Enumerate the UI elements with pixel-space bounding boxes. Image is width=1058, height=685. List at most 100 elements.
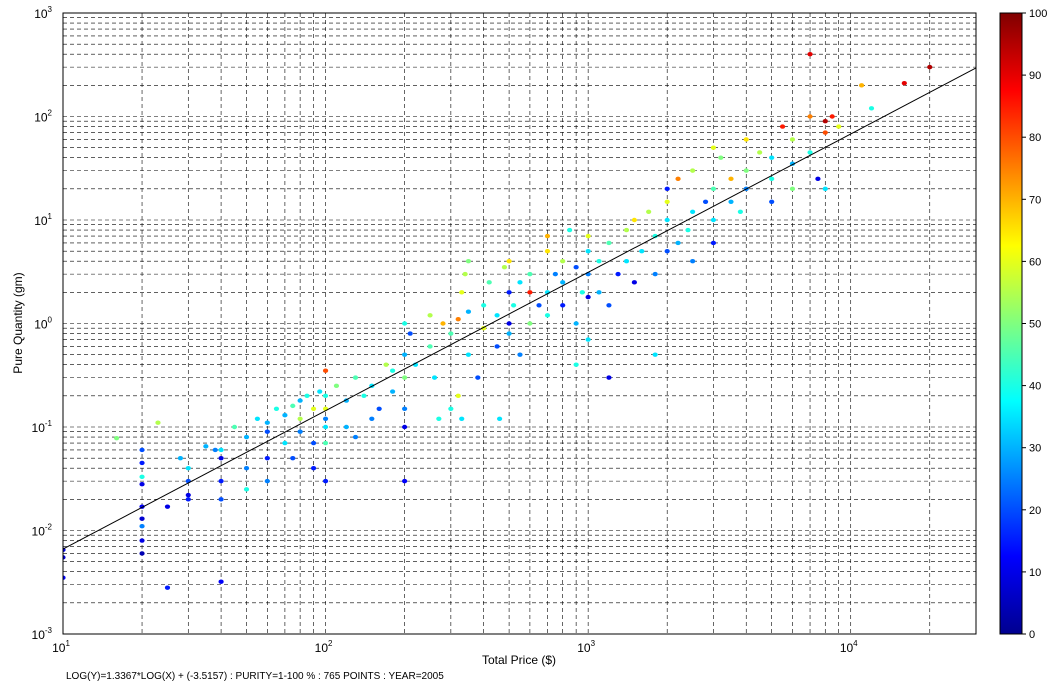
data-point — [517, 280, 523, 285]
data-point — [779, 124, 786, 129]
x-tick-label: 103 — [577, 639, 595, 655]
plot-frame — [62, 12, 977, 635]
data-point — [544, 313, 551, 318]
data-point — [264, 429, 270, 434]
data-point — [585, 248, 591, 254]
data-point — [448, 331, 454, 336]
data-point — [789, 161, 796, 166]
data-point — [510, 303, 517, 308]
data-point — [402, 424, 408, 430]
data-point — [506, 258, 512, 264]
data-point — [494, 344, 500, 349]
data-point — [901, 80, 907, 86]
colorbar-tick-label: 10 — [1029, 567, 1041, 579]
data-point — [536, 303, 542, 308]
data-point — [615, 271, 621, 277]
data-point — [596, 258, 602, 264]
data-point — [675, 240, 681, 246]
data-point — [494, 313, 500, 318]
data-point — [113, 435, 120, 441]
data-point — [501, 264, 508, 270]
data-point — [475, 375, 481, 380]
data-point — [552, 271, 558, 277]
data-point — [436, 416, 442, 422]
data-point — [63, 575, 66, 580]
data-point — [455, 393, 461, 399]
data-point — [675, 176, 681, 182]
data-point — [369, 416, 375, 422]
data-point — [789, 186, 796, 192]
data-point — [639, 248, 645, 254]
data-point — [822, 130, 828, 135]
data-point — [868, 106, 875, 111]
data-point — [139, 551, 145, 556]
data-point — [440, 321, 446, 326]
data-point — [710, 240, 717, 246]
data-point — [465, 258, 472, 264]
x-axis-label: Total Price ($) — [482, 653, 556, 667]
data-point — [139, 474, 145, 480]
data-point — [231, 424, 238, 430]
data-point — [310, 406, 317, 411]
y-tick-label: 102 — [34, 109, 52, 125]
data-point — [290, 403, 296, 409]
data-point — [427, 344, 433, 349]
data-point — [702, 199, 709, 204]
data-point — [718, 155, 724, 160]
data-point — [402, 406, 408, 411]
data-point — [218, 497, 224, 502]
data-point — [185, 497, 191, 502]
data-point — [573, 264, 579, 270]
data-point — [664, 186, 670, 192]
data-point — [646, 209, 652, 215]
footer-equation: LOG(Y)=1.3367*LOG(X) + (-3.5157) : PURIT… — [66, 671, 444, 682]
data-point — [743, 137, 749, 142]
data-point — [290, 455, 296, 461]
data-point — [402, 352, 408, 357]
data-point — [352, 375, 359, 380]
data-point — [486, 280, 492, 285]
data-point — [322, 368, 329, 373]
data-point — [652, 352, 658, 357]
data-point — [710, 145, 717, 150]
data-point — [139, 460, 145, 466]
data-point — [310, 440, 317, 446]
colorbar-ticks: 0 10 20 30 40 50 60 70 80 90 100 — [1022, 8, 1047, 641]
data-point — [177, 455, 184, 461]
data-point — [506, 321, 512, 326]
data-point — [664, 248, 670, 254]
fit-line — [63, 67, 976, 550]
data-point — [585, 294, 591, 300]
data-point — [297, 398, 303, 403]
data-point — [273, 406, 280, 411]
y-axis-label: Pure Quantity (gm) — [11, 272, 25, 373]
colorbar-tick-label: 90 — [1029, 70, 1041, 82]
data-point — [218, 478, 224, 484]
data-point — [297, 429, 303, 434]
data-point — [390, 368, 396, 373]
data-point — [573, 362, 579, 367]
data-point — [496, 416, 503, 422]
data-point — [343, 424, 349, 430]
y-tick-label: 10-3 — [32, 626, 53, 642]
data-point — [63, 555, 66, 560]
data-point — [465, 352, 472, 357]
data-point — [407, 331, 413, 336]
data-point — [322, 424, 329, 430]
data-point — [836, 124, 842, 129]
colorbar-tick-label: 40 — [1029, 381, 1041, 393]
data-point — [333, 383, 340, 389]
data-point — [710, 186, 717, 192]
colorbar-tick-label: 50 — [1029, 319, 1041, 331]
data-point — [218, 579, 224, 584]
data-point — [139, 516, 145, 521]
data-point — [282, 413, 288, 418]
y-tick-labels: 10-3 10-2 10-1 100 101 102 103 — [32, 5, 53, 642]
data-point — [858, 83, 865, 88]
data-point — [322, 478, 329, 484]
data-point — [652, 271, 658, 277]
data-point — [139, 447, 145, 453]
data-point — [596, 290, 602, 295]
data-point — [710, 217, 717, 223]
data-point — [459, 290, 465, 295]
